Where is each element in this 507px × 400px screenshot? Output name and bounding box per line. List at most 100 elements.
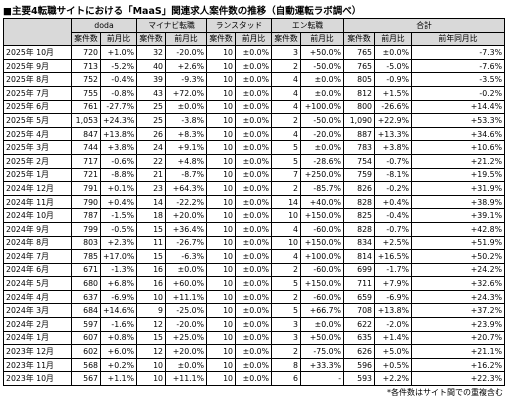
cell: +32.6% [411,276,506,291]
cell: -0.8% [99,85,138,101]
cell: -1.3% [99,262,138,278]
cell: ±0.0% [235,85,273,101]
cell: -0.2% [374,181,413,196]
cell: +17.0% [99,249,138,264]
cell: 752 [71,72,101,87]
cell: 10 [206,58,237,74]
cell: 10 [136,357,167,373]
cell: +13.3% [374,126,413,142]
cell: -7.6% [411,58,506,74]
cell: +0.4% [374,194,413,210]
cell: ±0.0% [374,45,413,60]
cell: -1.7% [374,262,413,278]
cell: 9 [136,303,167,319]
cell: 10 [206,85,237,101]
cell: 10 [206,371,237,387]
cell: -9.3% [165,72,208,87]
cell: +66.7% [300,303,345,319]
cell: 10 [206,357,237,373]
row-label: 2023年 11月 [3,357,72,373]
sub-header: 前月比 [374,31,413,47]
cell: ±0.0% [235,235,273,251]
table-row: 2024年 11月 790 +0.4% 14 -22.2% 10 ±0.0% 14 +40.0%… [3,194,506,210]
cell: +7.9% [374,276,413,291]
cell: 803 [71,235,101,251]
cell: 10 [206,344,237,359]
cell: 812 [343,85,376,101]
cell: ±0.0% [235,126,273,142]
cell: ±0.0% [235,45,273,60]
cell: ±0.0% [235,208,273,223]
cell: 5 [271,140,302,155]
cell: +4.8% [165,153,208,169]
cell: -3.8% [165,113,208,128]
cell: ±0.0% [235,153,273,169]
cell: +20.0% [165,208,208,223]
cell: 3 [271,45,302,60]
group-header: doda [70,18,138,33]
cell: +2.5% [374,235,413,251]
cell: +150.0% [300,208,345,223]
cell: 11 [136,235,167,251]
row-label: 2025年 5月 [3,113,72,128]
cell: ±0.0% [235,330,273,346]
cell: ±0.0% [235,194,273,210]
cell: -26.7% [165,235,208,251]
cell: 10 [206,303,237,319]
cell: +0.5% [374,357,413,373]
cell: ±0.0% [235,72,273,87]
sub-header: 案件数 [136,31,167,47]
table-row: 2024年 3月 684 +14.6% 9 -25.0% 10 ±0.0% 5 +66.7% 70… [3,303,506,319]
table-row: 2023年 11月 568 +0.2% 10 ±0.0% 10 ±0.0% 8 +33.3% 59… [3,357,506,373]
sub-header: 前月比 [235,31,273,47]
group-header: マイナビ転職 [136,18,208,33]
cell: +40.0% [300,194,345,210]
cell: 10 [206,72,237,87]
table-row: 2024年 5月 680 +6.8% 16 +60.0% 10 ±0.0% 5 +150.0% 7… [3,276,506,291]
cell: 568 [71,357,101,373]
cell: - [300,371,345,387]
cell: 10 [206,167,237,183]
cell: +9.1% [165,140,208,155]
cell: 597 [71,317,101,332]
row-label: 2024年 1月 [3,330,72,346]
cell: 7 [271,167,302,183]
footnote: *各件数はサイト間での重複含む [387,388,503,397]
cell: +24.3% [411,289,506,305]
cell: 15 [136,221,167,237]
cell: 5 [271,276,302,291]
cell: 10 [206,113,237,128]
table-row: 2025年 9月 713 -5.2% 40 +2.6% 10 ±0.0% 2 -50.0% 765… [3,58,506,74]
cell: +21.2% [411,153,506,169]
cell: +1.4% [374,330,413,346]
cell: +50.0% [300,330,345,346]
cell: 10 [206,99,237,115]
row-label: 2024年 8月 [3,235,72,251]
cell: -1.5% [99,208,138,223]
cell: +0.8% [99,330,138,346]
cell: +20.0% [165,344,208,359]
cell: -6.9% [99,289,138,305]
table-row: 2025年 2月 717 -0.6% 22 +4.8% 10 ±0.0% 5 -28.6% 754… [3,153,506,169]
cell: 799 [71,221,101,237]
sub-header: 前月比 [165,31,208,47]
cell: ±0.0% [300,85,345,101]
table-row: 2025年 8月 752 -0.4% 39 -9.3% 10 ±0.0% 4 ±0.0% 805-… [3,72,506,87]
cell: -0.6% [99,153,138,169]
row-label: 2025年 10月 [3,45,72,60]
cell: +13.8% [374,303,413,319]
cell: +150.0% [300,276,345,291]
sub-header: 案件数 [271,31,302,47]
cell: 828 [343,221,376,237]
table-row: 2024年 10月 787 -1.5% 18 +20.0% 10 ±0.0% 10 +150.0… [3,208,506,223]
cell: 607 [71,330,101,346]
cell: -6.3% [165,249,208,264]
cell: 25 [136,113,167,128]
cell: +11.1% [165,371,208,387]
cell: 790 [71,194,101,210]
cell: +1.0% [99,45,138,60]
cell: +20.7% [411,330,506,346]
cell: 10 [271,208,302,223]
cell: ±0.0% [165,262,208,278]
